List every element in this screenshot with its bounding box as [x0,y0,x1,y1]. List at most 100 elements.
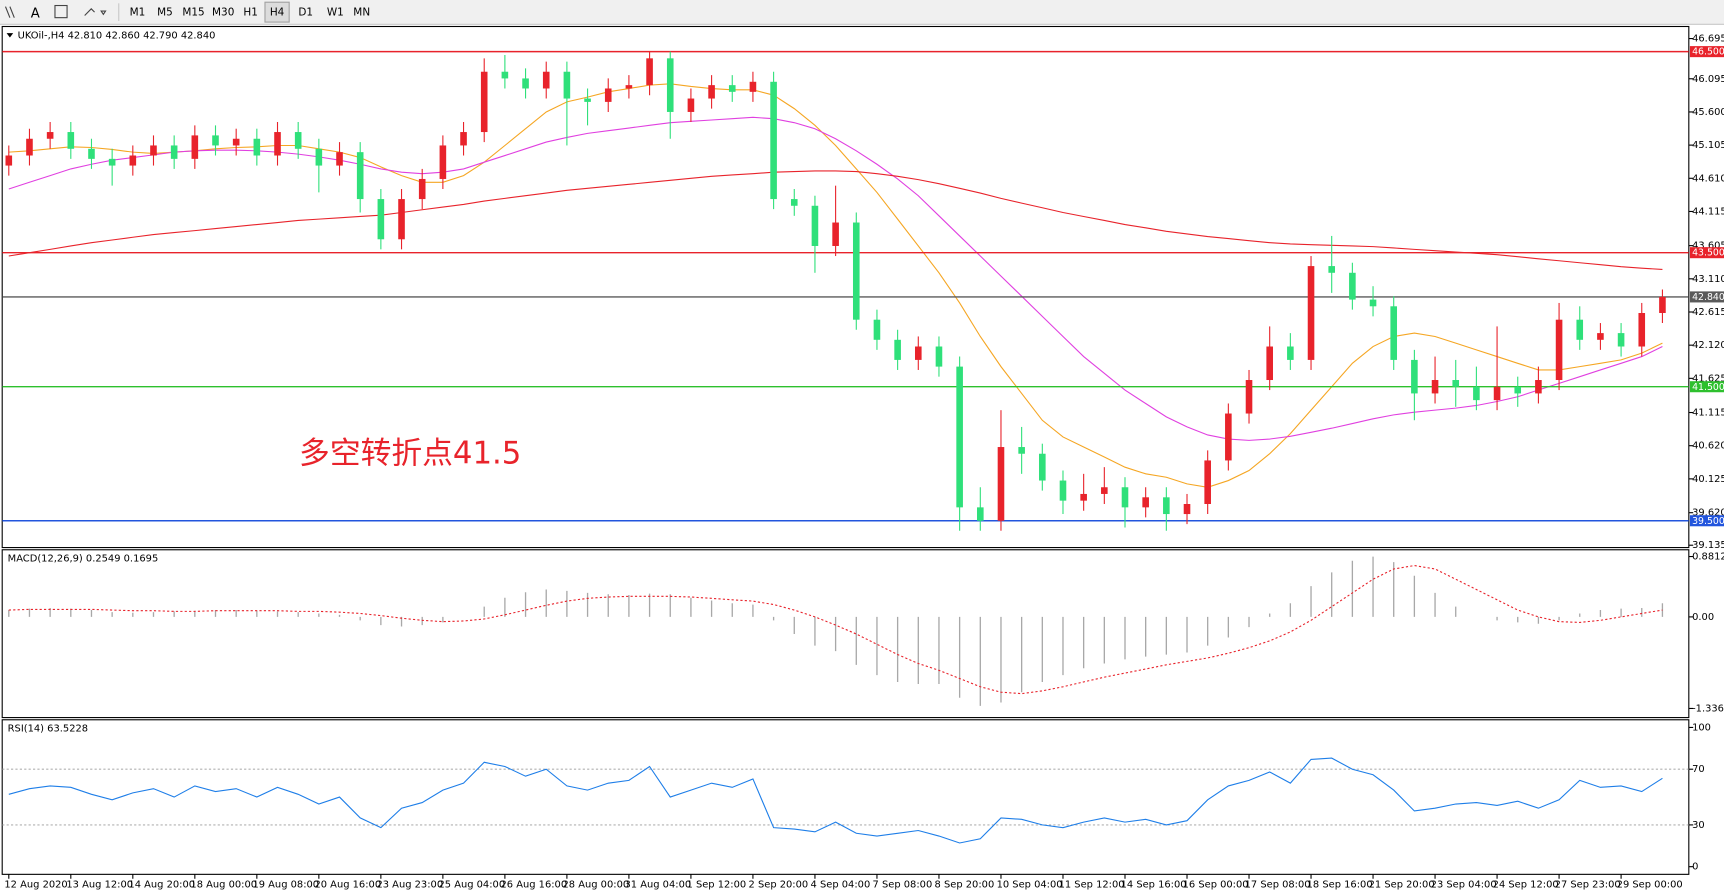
y-tick-label: 39.135 [1692,540,1724,551]
candle-body [914,346,922,360]
candle-body [1597,333,1604,340]
x-tick-label: 1 Sep 12:00 [687,879,747,890]
plot-area [2,50,1689,531]
x-tick-label: 10 Sep 04:00 [997,879,1063,890]
candle-body [274,132,281,156]
period-button-label[interactable]: D1 [298,7,313,19]
moving-average-line [8,83,1663,488]
title-marker [6,33,14,38]
candle-body [26,138,33,156]
candle-body [522,78,529,89]
candle-body [129,155,137,166]
x-tick-label: 11 Sep 12:00 [1059,879,1125,890]
text-tool-icon[interactable]: A [31,6,40,21]
label-tool-icon[interactable] [54,4,68,19]
period-button-label[interactable]: M30 [212,7,234,19]
candle-body [356,152,364,200]
candle-body [1183,504,1191,515]
indicator-line [8,757,1663,844]
period-button-label[interactable]: M15 [182,7,204,19]
candle-body [1307,266,1315,360]
x-tick-label: 28 Aug 00:00 [562,879,629,890]
candle-body [1390,306,1398,360]
x-tick-label: 14 Sep 16:00 [1121,879,1187,890]
candle-body [108,158,116,166]
candle-body [832,222,839,246]
level-label-box [1689,247,1724,259]
signal-line [8,564,1663,695]
period-button-label[interactable]: W1 [327,7,344,19]
candle-body [67,132,75,149]
x-tick-label: 26 Aug 16:00 [500,879,567,890]
candle-body [1659,296,1666,313]
x-tick-label: 18 Aug 00:00 [190,879,257,890]
candle-body [439,145,447,179]
x-tick-label: 7 Sep 08:00 [873,879,933,890]
candle-body [1555,319,1563,381]
candle-body [377,199,385,240]
candle-body [1142,497,1149,508]
candle-body [770,81,777,200]
candle-body [232,138,240,146]
period-button-label[interactable]: MN [353,7,370,19]
candle-body [315,148,323,166]
x-tick-label: 29 Sep 00:00 [1617,879,1683,890]
x-tick-label: 31 Aug 04:00 [625,879,692,890]
period-button-label[interactable]: M5 [157,7,173,19]
panel-frame [1,719,1690,875]
annotation: 多空转折点41.5 [299,435,521,471]
level-label-box [1689,381,1724,393]
period-button[interactable] [264,1,290,23]
candle-body [1287,346,1294,360]
candle-body [418,178,426,200]
candle-body [563,71,571,99]
panel-title: UKOil-,H4 42.810 42.860 42.790 42.840 [18,30,216,41]
candle-body [542,71,550,89]
x-tick-label: 2 Sep 20:00 [749,879,809,890]
period-button-label[interactable]: M1 [130,7,146,19]
x-tick-label: 27 Sep 23:00 [1555,879,1621,890]
candle-body [150,145,157,156]
period-button-label[interactable]: H4 [270,7,285,19]
candle-body [1266,346,1273,381]
y-tick-label: 30 [1692,820,1705,831]
candle-body [1473,386,1480,401]
candle-body [1617,333,1625,347]
candle-body [977,507,984,521]
y-tick-label: 43.110 [1692,274,1724,285]
period-button-label[interactable]: H1 [243,7,257,19]
plot-area [2,757,1689,844]
candle-body [728,85,736,92]
candle-body [956,366,963,508]
level-label: 42.840 [1692,292,1724,303]
candle-body [604,88,612,102]
x-tick-label: 25 Aug 04:00 [438,879,505,890]
level-label-box [1689,515,1724,527]
candle-body [708,85,715,99]
y-tick-label: 41.625 [1692,373,1724,384]
candle-body [1204,460,1211,505]
panel-frame [1,25,1690,549]
crosshair-icon[interactable] [4,6,15,18]
panel-title: MACD(12,26,9) 0.2549 0.1695 [8,554,159,565]
y-tick-label: 0 [1692,862,1698,873]
x-tick-label: 8 Sep 20:00 [935,879,995,890]
candle-body [1576,319,1584,340]
level-label: 41.500 [1692,382,1724,393]
y-tick-label: 45.600 [1692,107,1724,118]
y-tick-label: 100 [1692,722,1711,733]
moving-average-line [8,116,1663,441]
shapes-icon[interactable] [84,8,107,16]
x-tick-label: 24 Sep 12:00 [1493,879,1559,890]
y-tick-label: 42.615 [1692,307,1724,318]
candle-body [1225,413,1232,461]
y-tick-label: 46.695 [1692,34,1724,45]
toolbar [0,0,1724,25]
plot-area [8,556,1664,706]
y-tick-label: 0.00 [1692,612,1714,623]
chart-panel: 100 70 30 0 RSI(14) 63.5228 [1,719,1711,875]
candle-body [811,205,819,246]
y-tick-label: 44.610 [1692,173,1724,184]
panel-title: RSI(14) 63.5228 [8,724,88,735]
